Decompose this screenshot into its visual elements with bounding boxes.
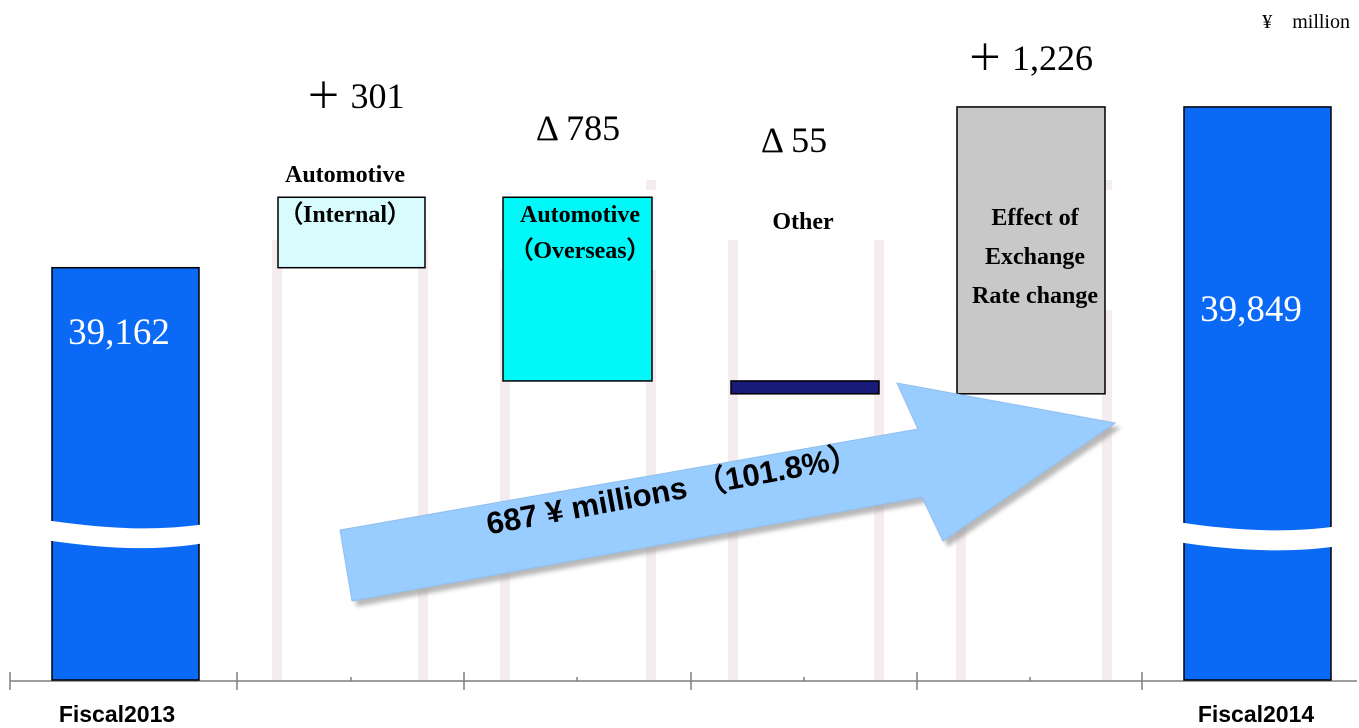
bar-fiscal2014	[1183, 106, 1332, 681]
bar-auto-internal	[277, 196, 426, 269]
category-label-auto-internal-line1: Automotive	[285, 162, 405, 188]
axis-break	[45, 520, 1338, 551]
category-label-exchange-line1: Effect of	[991, 205, 1079, 231]
category-label-fiscal2014: Fiscal2014	[1198, 701, 1315, 727]
bar-fiscal2013	[51, 266, 200, 681]
category-label-auto-overseas-line1: Automotive	[520, 202, 640, 228]
category-label-fiscal2013: Fiscal2013	[59, 701, 175, 727]
bar-value-fiscal2014: 39,849	[1200, 289, 1302, 330]
unit-label: ¥ million	[1262, 11, 1350, 33]
bar-value-exchange: ＋ 1,226	[967, 38, 1093, 78]
bar-value-auto-overseas: Δ 785	[536, 108, 620, 148]
bar-exchange	[956, 106, 1106, 395]
category-label-other: Other	[772, 209, 834, 235]
category-label-auto-internal-line2: （Internal）	[279, 201, 411, 228]
category-label-auto-overseas-line2: （Overseas）	[509, 237, 650, 264]
growth-arrow	[339, 382, 1117, 602]
x-axis	[9, 672, 1357, 690]
bars	[51, 106, 1332, 681]
bar-value-other: Δ 55	[761, 120, 827, 160]
bar-other	[730, 380, 880, 395]
category-label-exchange-line2: Exchange	[985, 244, 1085, 270]
bar-value-auto-internal: ＋ 301	[305, 76, 404, 116]
bar-value-fiscal2013: 39,162	[68, 312, 170, 353]
category-label-exchange-line3: Rate change	[972, 283, 1098, 309]
bar-auto-overseas	[502, 196, 653, 382]
